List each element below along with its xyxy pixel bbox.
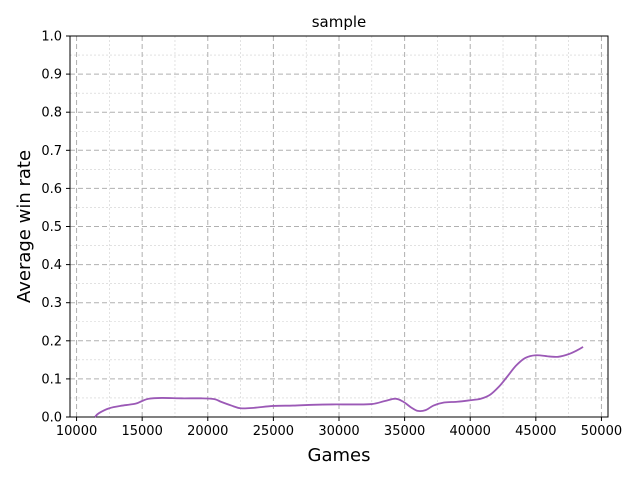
y-tick-label: 0.3 [41, 296, 62, 311]
x-tick-label: 30000 [318, 424, 359, 439]
x-tick-label: 45000 [515, 424, 556, 439]
y-tick-label: 0.1 [41, 372, 62, 387]
y-tick-label: 1.0 [41, 30, 62, 45]
y-tick-label: 0.5 [41, 220, 62, 235]
x-tick-label: 20000 [187, 424, 228, 439]
y-tick-label: 0.2 [41, 334, 62, 349]
x-tick-label: 15000 [121, 424, 162, 439]
y-tick-label: 0.7 [41, 144, 62, 159]
y-axis-label: Average win rate [14, 150, 35, 303]
y-tick-label: 0.0 [41, 411, 62, 426]
grid-lines [70, 35, 608, 418]
y-tick-label: 0.4 [41, 258, 62, 273]
x-tick-label: 25000 [253, 424, 294, 439]
chart-title: sample [312, 13, 367, 31]
y-tick-label: 0.9 [41, 68, 62, 83]
series-layer [94, 346, 584, 418]
y-tick-label: 0.8 [41, 106, 62, 121]
axis-ticks: 10000 15000 20000 25000 30000 35000 40000 45000… [41, 30, 622, 440]
x-axis-label: Games [308, 445, 371, 466]
x-tick-label: 40000 [450, 424, 491, 439]
x-tick-label: 50000 [581, 424, 622, 439]
x-tick-label: 10000 [56, 424, 97, 439]
y-tick-label: 0.6 [41, 182, 62, 197]
x-tick-label: 35000 [384, 424, 425, 439]
series-line-0 [94, 346, 584, 418]
